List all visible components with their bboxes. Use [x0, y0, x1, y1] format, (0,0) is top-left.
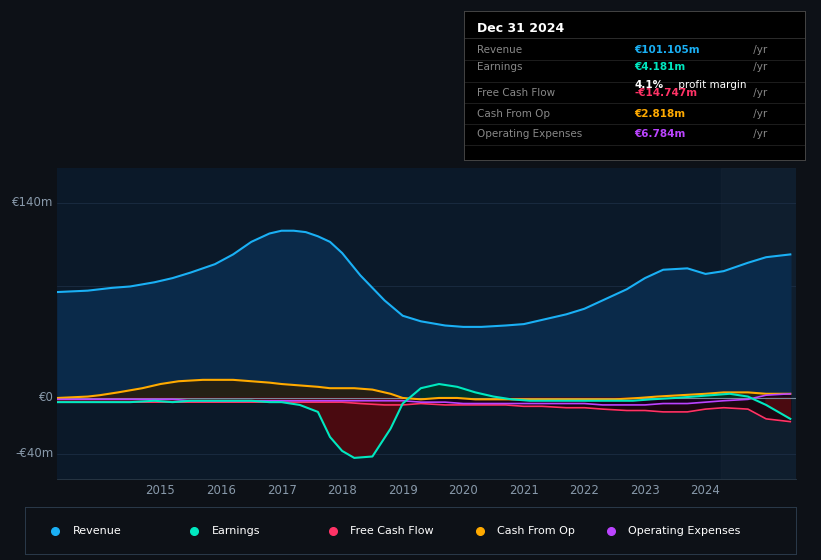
Text: Earnings: Earnings — [478, 62, 523, 72]
Text: €6.784m: €6.784m — [635, 129, 686, 139]
Text: Operating Expenses: Operating Expenses — [628, 526, 741, 535]
Text: Earnings: Earnings — [211, 526, 260, 535]
Text: profit margin: profit margin — [675, 80, 746, 90]
Text: /yr: /yr — [750, 88, 768, 98]
Text: Cash From Op: Cash From Op — [497, 526, 575, 535]
Text: Free Cash Flow: Free Cash Flow — [478, 88, 556, 98]
Text: €140m: €140m — [12, 197, 54, 209]
Text: /yr: /yr — [750, 45, 768, 55]
Text: Operating Expenses: Operating Expenses — [478, 129, 583, 139]
Text: €101.105m: €101.105m — [635, 45, 699, 55]
Text: -€14.747m: -€14.747m — [635, 88, 697, 98]
Text: €0: €0 — [39, 391, 54, 404]
Text: /yr: /yr — [750, 129, 768, 139]
Text: Cash From Op: Cash From Op — [478, 109, 551, 119]
Text: €2.818m: €2.818m — [635, 109, 686, 119]
Text: 4.1%: 4.1% — [635, 80, 663, 90]
Text: Revenue: Revenue — [72, 526, 122, 535]
Text: Revenue: Revenue — [478, 45, 523, 55]
Text: Free Cash Flow: Free Cash Flow — [351, 526, 434, 535]
Bar — [721, 168, 796, 479]
Text: -€40m: -€40m — [16, 447, 54, 460]
Text: €4.181m: €4.181m — [635, 62, 686, 72]
Text: /yr: /yr — [750, 62, 768, 72]
Text: /yr: /yr — [750, 109, 768, 119]
Text: Dec 31 2024: Dec 31 2024 — [478, 22, 565, 35]
